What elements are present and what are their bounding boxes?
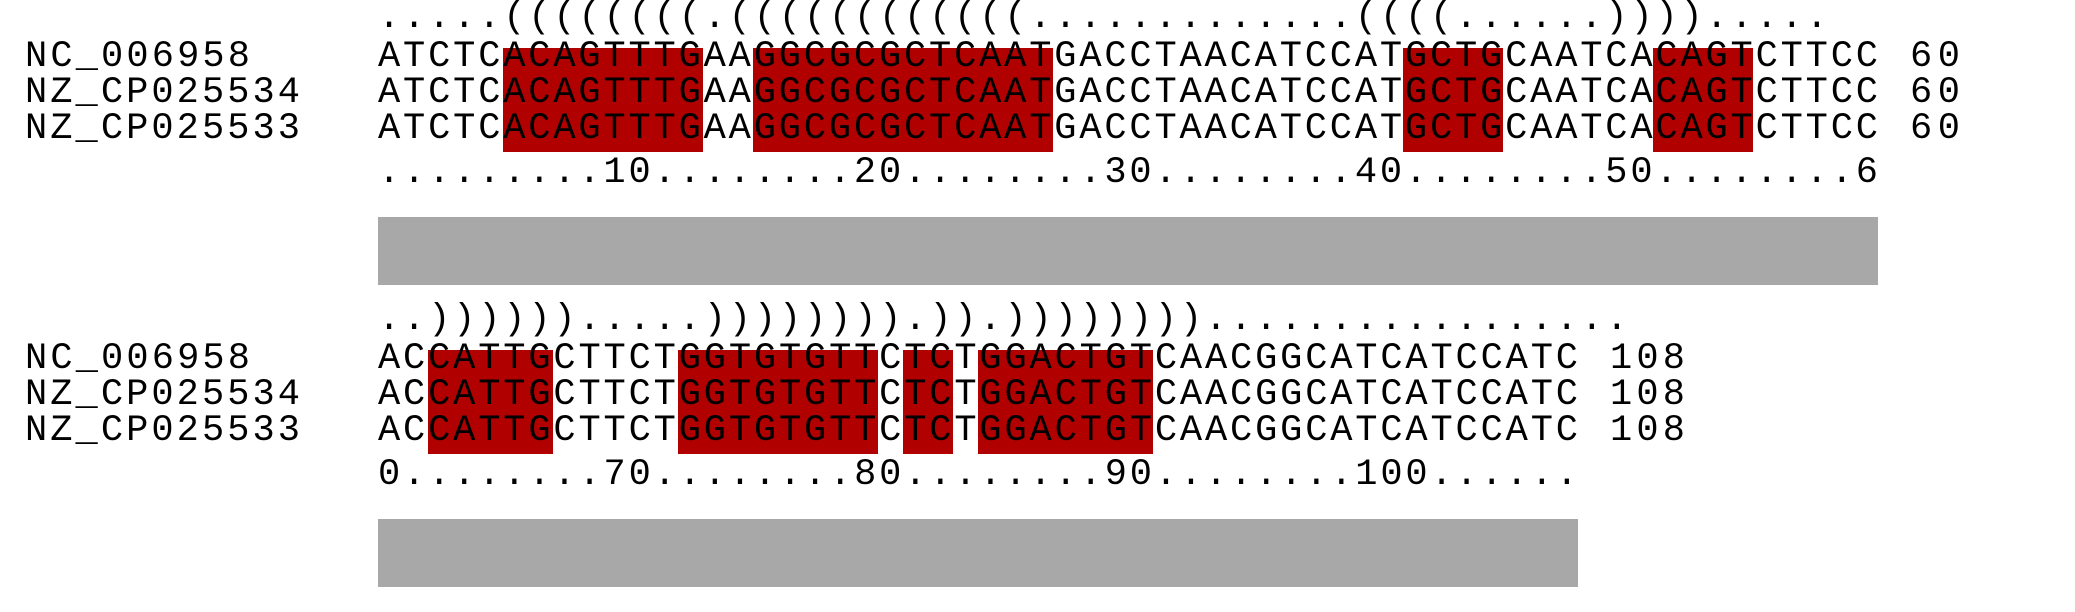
paired-region-highlight — [753, 48, 1053, 152]
alignment-block-1: .....((((((((.((((((((((((.............(… — [25, 0, 1960, 285]
alignment-block-2: ..)))))).....)))))))).)).)))))))).......… — [25, 299, 1685, 587]
paired-region-highlight — [503, 48, 703, 152]
sequence-name: NC_006958 — [25, 338, 250, 380]
sequence-name: NZ_CP025533 — [25, 108, 300, 150]
sequence-name: NZ_CP025533 — [25, 410, 300, 452]
sequence-end-position: 108 — [1610, 410, 1685, 452]
sequence-name: NC_006958 — [25, 36, 250, 78]
sequence-name: NZ_CP025534 — [25, 72, 300, 114]
paired-region-highlight — [428, 350, 553, 454]
position-ruler: .........10........20........30........4… — [378, 152, 1878, 194]
paired-region-highlight — [978, 350, 1153, 454]
conservation-bar — [378, 217, 1878, 285]
sequence-end-position: 108 — [1610, 374, 1685, 416]
structure-line: .....((((((((.((((((((((((.............(… — [378, 0, 1828, 39]
paired-region-highlight — [903, 350, 953, 454]
sequence-end-position: 60 — [1910, 108, 1960, 150]
position-ruler: 0........70........80........90........1… — [378, 454, 1578, 496]
sequence-end-position: 108 — [1610, 338, 1685, 380]
paired-region-highlight — [678, 350, 878, 454]
paired-region-highlight — [1403, 48, 1503, 152]
conservation-bar — [378, 519, 1578, 587]
structure-line: ..)))))).....)))))))).)).)))))))).......… — [378, 299, 1628, 341]
sequence-name: NZ_CP025534 — [25, 374, 300, 416]
paired-region-highlight — [1653, 48, 1753, 152]
